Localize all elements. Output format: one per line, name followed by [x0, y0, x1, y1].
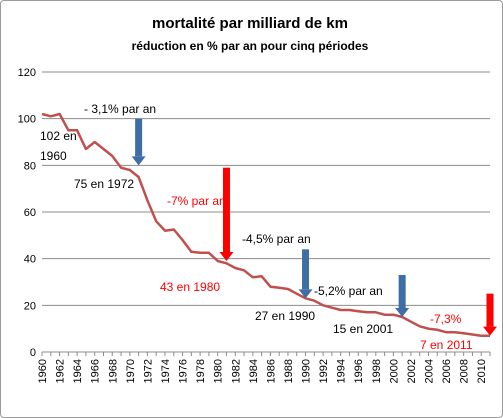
x-tick-label: 1994 [336, 359, 348, 383]
chart-subtitle: réduction en % par an pour cinq périodes [132, 39, 369, 53]
arrow-shaft [398, 275, 406, 308]
annotation-rate-4: -5,2% par an [314, 284, 383, 298]
y-tick-label: 0 [30, 347, 36, 359]
y-tick-label: 20 [24, 300, 36, 312]
y-tick-label: 40 [24, 254, 36, 266]
arrow-head [483, 326, 497, 336]
series-line [41, 112, 490, 337]
annotation-start-line2: 1960 [40, 149, 67, 163]
x-tick-label: 2002 [406, 359, 418, 383]
y-tick-label: 80 [24, 160, 36, 172]
arrow-shaft [222, 167, 230, 252]
arrow-head [219, 252, 234, 261]
x-tick-label: 1976 [178, 359, 190, 383]
y-axis-ticks: 0 20 40 60 80 100 120 [18, 67, 36, 359]
x-tick-label: 1980 [213, 359, 225, 383]
arrow-2 [219, 167, 234, 261]
arrow-head [395, 308, 410, 317]
arrow-3 [298, 249, 313, 299]
x-axis: 1960 1962 1964 1966 1968 1970 1972 1974 1976 1978… [37, 351, 491, 383]
x-tick-label: 1974 [160, 359, 172, 383]
x-tick-label: 1990 [301, 359, 313, 383]
chart-title: mortalité par milliard de km [152, 15, 348, 32]
arrow-5 [483, 293, 497, 336]
x-tick-label: 2004 [424, 359, 436, 383]
y-tick-label: 120 [18, 67, 36, 79]
y-tick-label: 100 [18, 114, 36, 126]
arrow-shaft [135, 118, 143, 157]
gridlines [42, 71, 490, 306]
x-tick-label: 1978 [195, 359, 207, 383]
series-layer [41, 112, 490, 337]
x-tick-label: 1984 [248, 359, 260, 383]
x-tick-label: 1998 [371, 359, 383, 383]
y-tick-label: 60 [24, 207, 36, 219]
annotation-1972: 75 en 1972 [74, 177, 134, 191]
annotation-rate-1: - 3,1% par an [84, 102, 156, 116]
annotation-2001: 15 en 2001 [333, 322, 393, 336]
x-tick-label: 1992 [318, 359, 330, 383]
annotation-2011: 7 en 2011 [420, 338, 473, 352]
x-tick-label: 1970 [125, 359, 137, 383]
annotation-rate-5: -7,3% [430, 312, 462, 326]
arrow-head [131, 156, 146, 166]
annotation-start-line1: 102 en [40, 129, 77, 143]
x-tick-label: 2000 [388, 359, 400, 383]
annotation-1980: 43 en 1980 [160, 280, 220, 294]
x-tick-label: 1988 [283, 359, 295, 383]
x-tick-label: 1968 [107, 359, 119, 383]
arrows-layer [131, 118, 497, 336]
x-tick-label: 2010 [476, 359, 488, 383]
x-tick-label: 1962 [55, 359, 67, 383]
arrow-shaft [486, 293, 494, 327]
x-tick-label: 1964 [72, 359, 84, 383]
arrow-head [298, 289, 313, 299]
x-tick-label: 1986 [265, 359, 277, 383]
arrow-1 [131, 118, 146, 166]
annotation-1990: 27 en 1990 [255, 309, 315, 323]
x-tick-label: 2006 [441, 359, 453, 383]
x-tick-label: 1966 [90, 359, 102, 383]
x-tick-label: 1960 [37, 359, 49, 383]
x-tick-label: 2008 [459, 359, 471, 383]
arrow-4 [395, 275, 410, 317]
annotation-rate-2: -7% par an [167, 194, 226, 208]
x-tick-label: 1972 [142, 359, 154, 383]
arrow-shaft [302, 249, 310, 290]
x-tick-label: 1996 [353, 359, 365, 383]
annotation-rate-3: -4,5% par an [242, 232, 311, 246]
x-tick-label: 1982 [230, 359, 242, 383]
